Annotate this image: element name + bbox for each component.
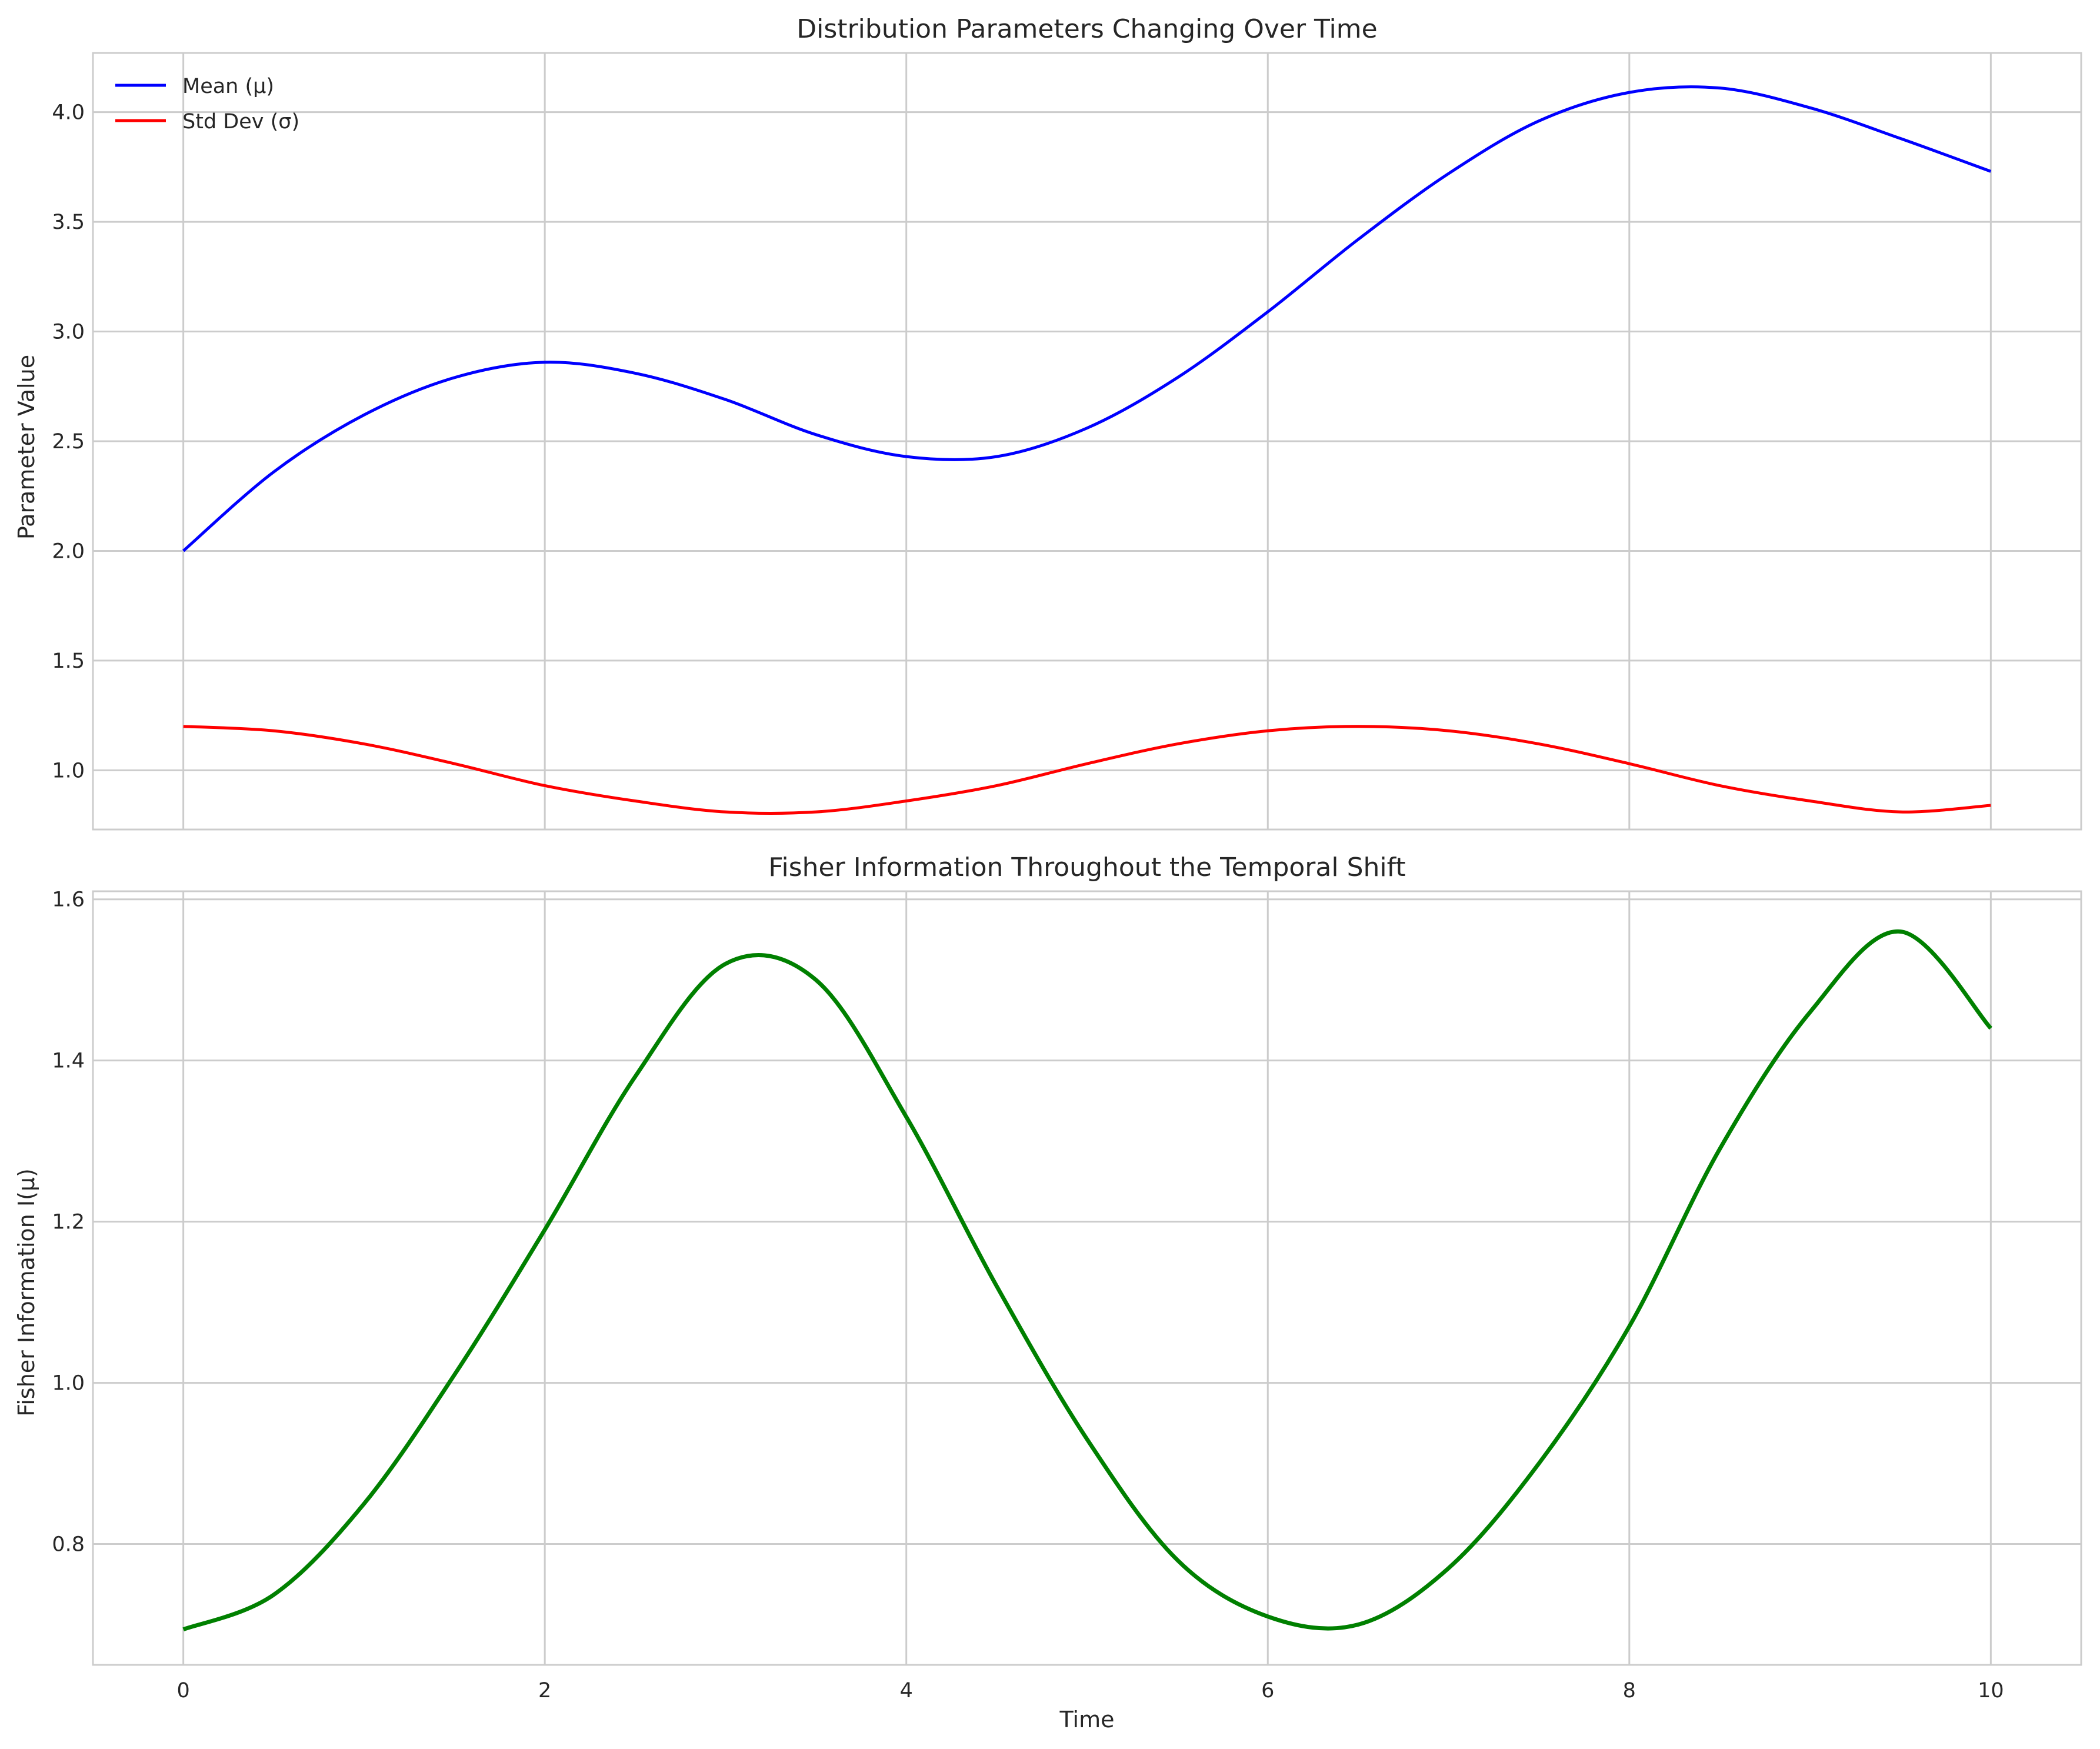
y-tick-label: 2.5 [52,430,85,454]
y-tick-label: 2.0 [52,539,85,563]
y-tick-label: 1.6 [52,888,85,912]
legend-label-mean: Mean (μ) [182,75,274,98]
x-tick-label: 0 [176,1679,189,1703]
fisher-chart-frame [92,890,2082,1666]
fisher-chart: Fisher Information Throughout the Tempor… [14,852,2082,1733]
y-tick-label: 1.2 [52,1211,85,1234]
x-tick-label: 10 [1978,1679,2004,1703]
x-tick-label: 6 [1261,1679,1274,1703]
parameters-chart: Distribution Parameters Changing Over Ti… [14,14,2082,831]
parameters-chart-frame [92,52,2082,831]
fisher-chart-series [182,929,1992,1632]
fisher-chart-xlabel: Time [1059,1707,1115,1733]
fisher-chart-grid [93,891,2081,1665]
y-tick-label: 1.0 [52,1372,85,1395]
y-tick-label: 3.5 [52,211,85,234]
series-line-0-0 [182,85,1992,552]
parameters-chart-title: Distribution Parameters Changing Over Ti… [796,14,1377,44]
fisher-chart-ylabel: Fisher Information I(μ) [14,1168,39,1417]
parameters-chart-grid [93,53,2081,829]
series-line-1-0 [182,929,1992,1632]
y-tick-label: 0.8 [52,1533,85,1557]
y-tick-label: 4.0 [52,101,85,125]
parameters-chart-ylabel: Parameter Value [14,355,39,539]
x-tick-label: 2 [538,1679,551,1703]
y-tick-label: 1.5 [52,649,85,673]
parameters-chart-legend: Mean (μ) Std Dev (σ) [115,75,299,134]
legend-label-std: Std Dev (σ) [182,110,299,134]
fisher-chart-title: Fisher Information Throughout the Tempor… [768,852,1405,882]
series-line-0-1 [183,725,1991,815]
parameters-chart-series [182,85,1992,815]
x-tick-label: 4 [900,1679,913,1703]
parameters-chart-ticks: 1.0 1.5 2.0 2.5 3.0 3.5 4.0 [52,101,85,783]
y-tick-label: 1.0 [52,759,85,782]
fisher-chart-ticks: 0 2 4 6 8 10 0.8 1.0 1.2 1.4 1.6 [52,888,2004,1703]
y-tick-label: 3.0 [52,321,85,344]
y-tick-label: 1.4 [52,1050,85,1073]
x-tick-label: 8 [1623,1679,1636,1703]
